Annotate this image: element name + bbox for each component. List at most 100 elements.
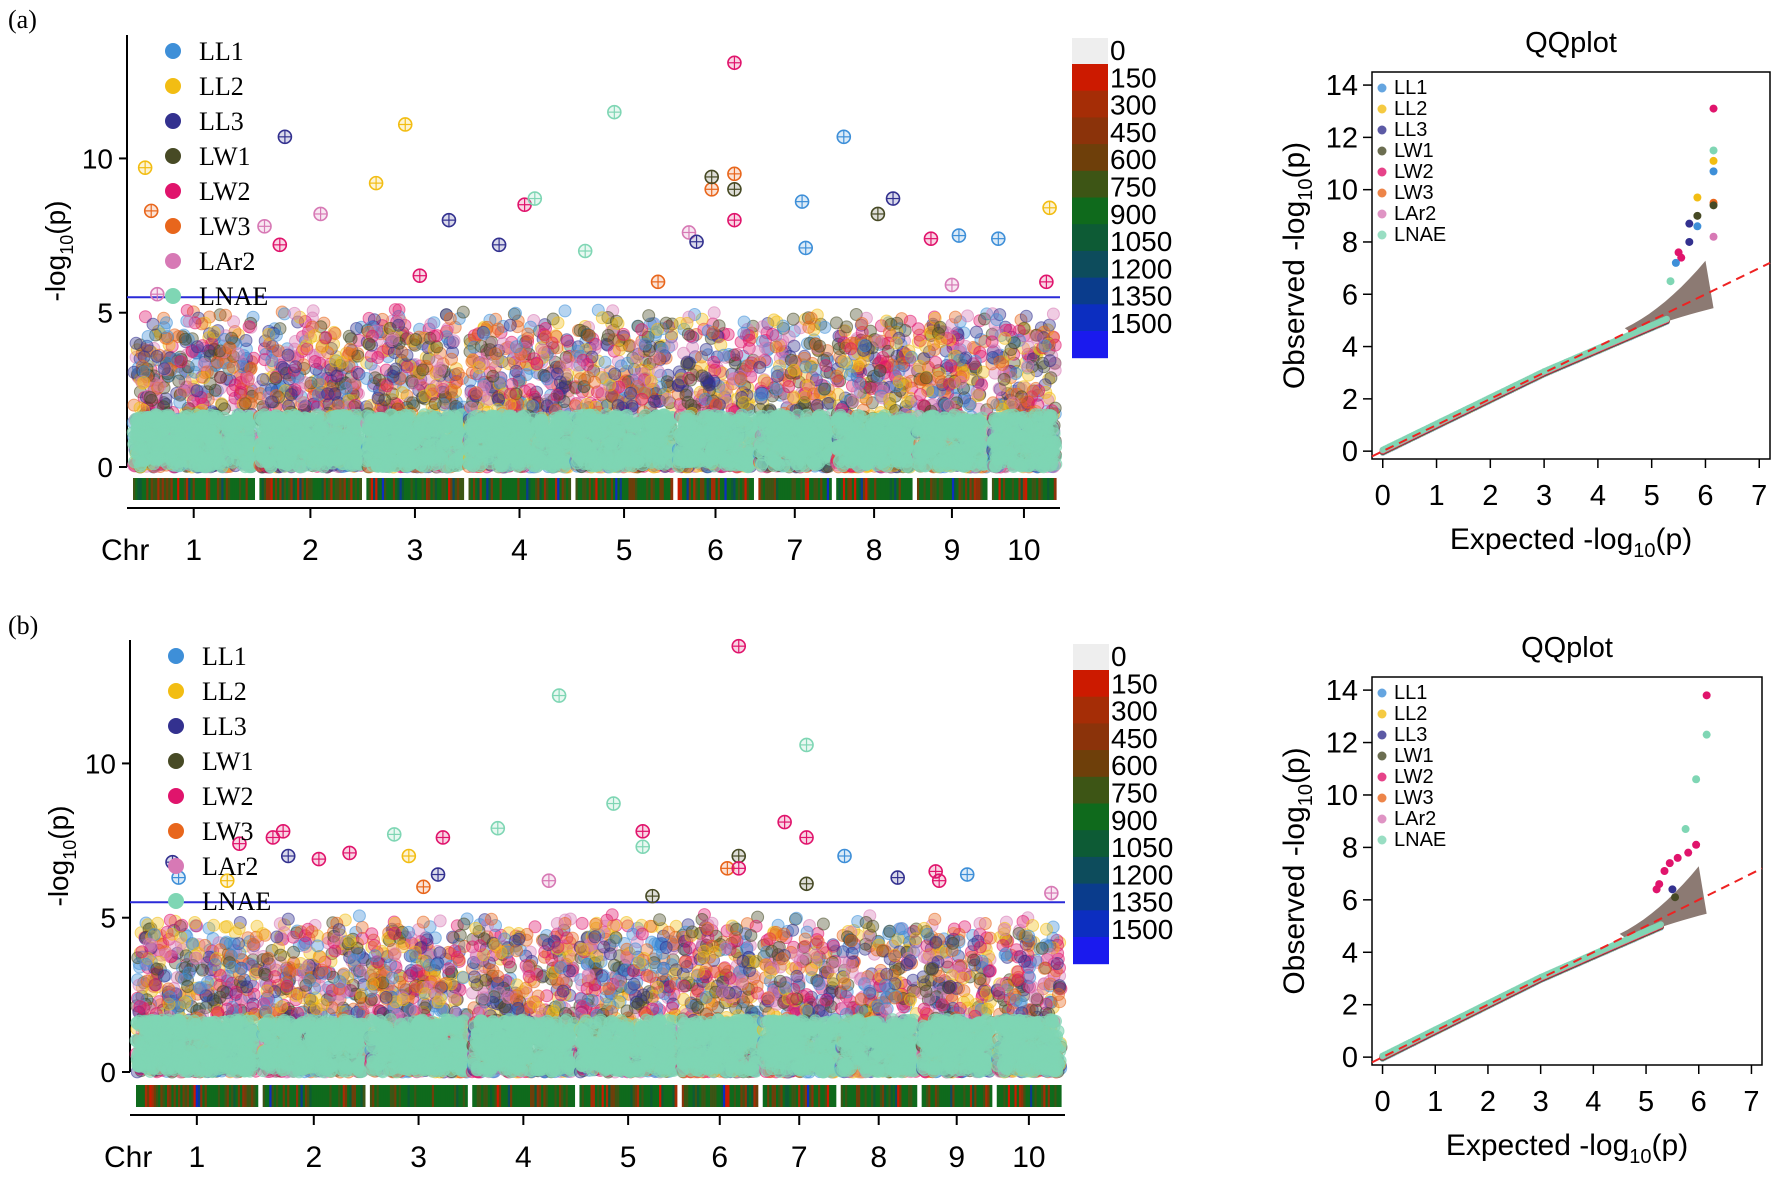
snp-point xyxy=(389,362,403,376)
snp-point xyxy=(617,327,630,341)
snp-point-lnae xyxy=(346,433,359,447)
snp-point xyxy=(742,333,756,347)
snp-point-lnae xyxy=(260,416,274,430)
snp-point xyxy=(717,348,731,362)
snp-point-lnae xyxy=(216,417,230,431)
snp-point xyxy=(434,361,447,375)
snp-point-lnae xyxy=(205,411,219,425)
snp-point xyxy=(706,326,720,339)
snp-point xyxy=(214,370,227,384)
snp-point xyxy=(129,336,143,350)
snp-point-lnae xyxy=(578,438,592,452)
snp-point-lnae xyxy=(166,458,180,472)
snp-point xyxy=(734,372,748,386)
snp-point xyxy=(207,325,221,339)
snp-point-lnae xyxy=(511,459,525,473)
snp-point xyxy=(660,393,674,406)
snp-point-lnae xyxy=(514,418,528,432)
snp-point xyxy=(174,355,188,369)
snp-point xyxy=(137,365,151,379)
snp-point xyxy=(631,372,645,385)
snp-point xyxy=(445,352,458,366)
snp-point xyxy=(308,329,322,343)
snp-point xyxy=(256,373,270,387)
snp-point-lnae xyxy=(645,449,659,463)
snp-point xyxy=(430,329,444,343)
snp-point xyxy=(153,379,167,393)
snp-point-lnae xyxy=(313,458,326,472)
snp-point-lnae xyxy=(612,425,626,439)
snp-point xyxy=(509,306,522,320)
snp-point xyxy=(364,349,378,363)
snp-point-lnae xyxy=(548,446,562,460)
snp-point xyxy=(472,361,486,374)
snp-point xyxy=(284,388,298,402)
snp-point-lnae xyxy=(513,444,527,458)
snp-point xyxy=(550,388,564,402)
snp-point xyxy=(684,373,698,387)
snp-point xyxy=(570,358,584,372)
snp-point-lnae xyxy=(291,423,305,437)
snp-point xyxy=(530,357,544,371)
snp-point-lnae xyxy=(400,422,414,436)
snp-point xyxy=(289,360,303,374)
snp-point-lnae xyxy=(526,412,540,426)
snp-point xyxy=(642,309,656,323)
snp-point xyxy=(491,322,505,336)
snp-point-lnae xyxy=(273,447,287,461)
snp-point-lnae xyxy=(488,415,502,429)
snp-point xyxy=(335,355,349,369)
snp-point-lnae xyxy=(326,432,340,446)
snp-point xyxy=(521,327,535,341)
snp-point xyxy=(644,374,658,388)
snp-point-lnae xyxy=(209,435,222,449)
snp-point xyxy=(281,348,295,362)
panel-label-a: (a) xyxy=(8,5,37,34)
snp-point-lnae xyxy=(165,447,179,460)
snp-point xyxy=(172,330,186,344)
snp-point-lnae xyxy=(241,440,255,453)
snp-point xyxy=(510,340,523,354)
snp-point-lnae xyxy=(673,446,686,460)
snp-point-lnae xyxy=(623,434,637,448)
snp-point xyxy=(242,372,256,386)
snp-point xyxy=(203,327,216,341)
snp-point xyxy=(469,386,483,400)
snp-point-lnae xyxy=(433,448,447,462)
snp-point xyxy=(321,387,335,401)
snp-point xyxy=(588,375,601,389)
snp-point xyxy=(137,376,151,389)
snp-point xyxy=(406,396,420,410)
snp-point-lnae xyxy=(149,438,163,452)
snp-point xyxy=(601,328,615,342)
snp-point xyxy=(409,333,423,346)
snp-point xyxy=(635,323,649,337)
snp-point-lnae xyxy=(620,408,634,422)
snp-point-lnae xyxy=(467,416,481,430)
snp-point-lnae xyxy=(138,453,152,467)
snp-point xyxy=(225,331,239,345)
snp-point xyxy=(608,367,622,381)
snp-point-lnae xyxy=(413,417,427,431)
snp-point xyxy=(319,331,333,344)
snp-point xyxy=(573,323,587,337)
snp-point xyxy=(395,386,409,400)
snp-point xyxy=(486,369,500,383)
snp-point xyxy=(407,377,421,391)
snp-point-lnae xyxy=(377,437,391,451)
snp-point-lnae xyxy=(362,422,376,436)
snp-point-lnae xyxy=(221,436,235,450)
snp-point-lnae xyxy=(654,431,668,445)
snp-point xyxy=(539,330,553,344)
snp-point-lnae xyxy=(444,451,458,465)
snp-point-lnae xyxy=(135,429,149,443)
snp-point-lnae xyxy=(494,459,508,473)
snp-point-lnae xyxy=(360,454,373,468)
snp-point xyxy=(496,337,510,351)
snp-point-lnae xyxy=(167,416,181,430)
snp-point xyxy=(330,369,344,383)
snp-point-lnae xyxy=(380,459,394,473)
snp-point xyxy=(681,327,695,341)
